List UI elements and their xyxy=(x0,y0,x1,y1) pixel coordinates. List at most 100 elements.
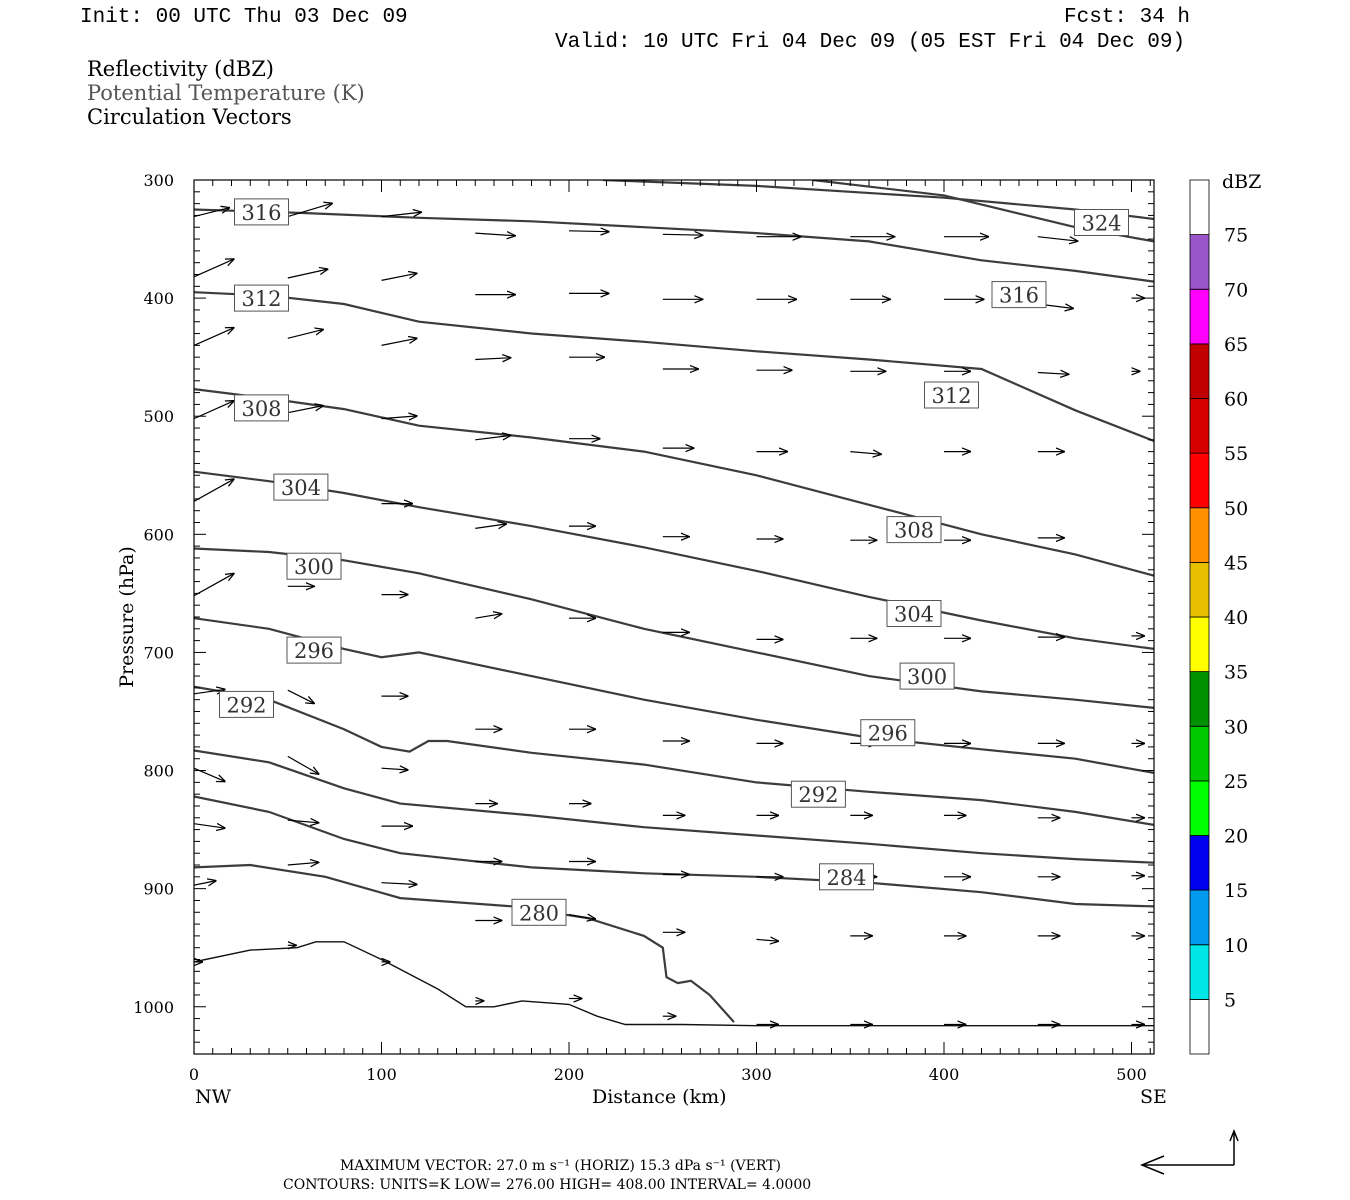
circulation-vector xyxy=(194,689,226,694)
colorbar-label: 5 xyxy=(1224,989,1236,1011)
theta-contour-280 xyxy=(194,863,735,1023)
contour-label-text: 300 xyxy=(294,555,334,579)
theta-contour-288 xyxy=(194,749,1154,864)
circulation-vector xyxy=(194,479,235,502)
circulation-vector xyxy=(287,203,333,218)
contour-label: 284 xyxy=(819,863,874,891)
x-axis-left-label: NW xyxy=(195,1086,232,1108)
contour-label-text: 312 xyxy=(931,384,971,408)
circulation-vector xyxy=(475,233,516,236)
colorbar-label: 75 xyxy=(1224,225,1248,247)
circulation-vector xyxy=(194,327,235,346)
theta-contour-316 xyxy=(194,208,1154,283)
colorbar-swatch xyxy=(1189,780,1210,836)
colorbar-label: 60 xyxy=(1224,389,1248,411)
init-time: Init: 00 UTC Thu 03 Dec 09 xyxy=(80,6,408,29)
circulation-vector xyxy=(194,824,226,829)
contour-label: 296 xyxy=(860,719,916,747)
colorbar-swatch xyxy=(1189,561,1210,618)
max-vector-note: MAXIMUM VECTOR: 27.0 m s⁻¹ (HORIZ) 15.3 … xyxy=(340,1158,781,1174)
circulation-vector xyxy=(1037,373,1070,375)
colorbar-swatch xyxy=(1189,999,1210,1055)
contours-note: CONTOURS: UNITS=K LOW= 276.00 HIGH= 408.… xyxy=(283,1177,812,1193)
circulation-vector xyxy=(287,862,320,865)
colorbar-swatch xyxy=(1189,234,1210,290)
y-tick-label: 600 xyxy=(143,525,174,544)
contour-label-text: 280 xyxy=(519,901,559,925)
circulation-vector xyxy=(287,329,324,339)
circulation-vector xyxy=(194,259,235,278)
y-tick-label: 1000 xyxy=(133,998,174,1017)
colorbar-swatch xyxy=(1189,835,1210,891)
circulation-vector xyxy=(475,358,511,360)
colorbar-label: 55 xyxy=(1224,443,1248,465)
circulation-vector xyxy=(1037,237,1079,242)
legend-potential-temperature: Potential Temperature (K) xyxy=(87,81,365,105)
circulation-vector xyxy=(568,231,610,232)
colorbar-swatch xyxy=(1189,288,1210,345)
colorbar-label: 10 xyxy=(1224,935,1248,957)
valid-time: Valid: 10 UTC Fri 04 Dec 09 (05 EST Fri … xyxy=(555,31,1186,54)
contour-label-text: 296 xyxy=(868,722,908,746)
circulation-vector xyxy=(381,338,418,346)
contour-label-text: 308 xyxy=(894,519,934,543)
x-tick-label: 500 xyxy=(1116,1065,1147,1084)
y-tick-label: 800 xyxy=(143,762,174,781)
circulation-vector xyxy=(850,452,882,455)
y-tick-label: 300 xyxy=(143,171,174,190)
y-tick-label: 400 xyxy=(143,289,174,308)
contour-label: 312 xyxy=(924,381,979,409)
colorbar-label: 65 xyxy=(1224,334,1248,356)
colorbar-swatch xyxy=(1189,671,1210,727)
theta-contour-308 xyxy=(194,388,1154,577)
x-tick-label: 300 xyxy=(741,1065,772,1084)
y-tick-label: 700 xyxy=(143,643,174,662)
circulation-vector xyxy=(287,269,329,279)
plot-frame xyxy=(193,179,1155,1055)
forecast-hour: Fcst: 34 h xyxy=(1064,6,1191,29)
x-axis-right-label: SE xyxy=(1140,1086,1167,1108)
colorbar-swatch xyxy=(1189,944,1210,1000)
contour-label: 292 xyxy=(790,780,846,808)
contour-label-text: 324 xyxy=(1081,212,1121,236)
contour-label-text: 300 xyxy=(907,665,947,689)
circulation-vector xyxy=(568,915,596,920)
colorbar-swatch xyxy=(1189,452,1210,509)
legend-circulation-vectors: Circulation Vectors xyxy=(87,105,292,129)
colorbar-label: 70 xyxy=(1224,279,1248,301)
circulation-vector xyxy=(381,768,409,770)
x-tick-label: 0 xyxy=(189,1065,199,1084)
colorbar-label: 40 xyxy=(1224,607,1248,629)
contour-label: 292 xyxy=(219,690,274,718)
theta-contour-284 xyxy=(194,795,1154,908)
colorbar-swatch xyxy=(1189,398,1210,454)
colorbar-swatch xyxy=(1189,616,1210,672)
contour-label: 316 xyxy=(234,198,289,226)
colorbar-swatch xyxy=(1189,725,1210,782)
contour-label: 304 xyxy=(886,600,942,627)
circulation-vector xyxy=(194,881,217,886)
theta-contour-312 xyxy=(194,291,1154,443)
x-axis-label: Distance (km) xyxy=(592,1086,727,1108)
contour-label: 316 xyxy=(991,281,1047,309)
colorbar-swatch xyxy=(1189,179,1210,235)
colorbar-label: 30 xyxy=(1224,716,1248,738)
contour-label-text: 304 xyxy=(894,603,934,627)
contour-label-text: 292 xyxy=(226,693,266,717)
theta-contour-324 xyxy=(602,180,1154,221)
circulation-vector xyxy=(381,212,423,217)
contour-label-text: 304 xyxy=(281,476,321,500)
circulation-vector xyxy=(381,273,418,281)
contour-label-text: 284 xyxy=(826,866,866,890)
theta-contour-292 xyxy=(194,685,1154,826)
circulation-vector xyxy=(475,614,502,619)
circulation-vector xyxy=(194,401,235,420)
x-tick-label: 200 xyxy=(554,1065,585,1084)
colorbar-title: dBZ xyxy=(1222,171,1261,193)
theta-contour-terrain xyxy=(194,941,1154,1027)
contour-label: 300 xyxy=(286,552,342,580)
circulation-vector xyxy=(287,406,324,414)
circulation-vector xyxy=(381,883,418,885)
contour-label: 304 xyxy=(273,473,329,501)
